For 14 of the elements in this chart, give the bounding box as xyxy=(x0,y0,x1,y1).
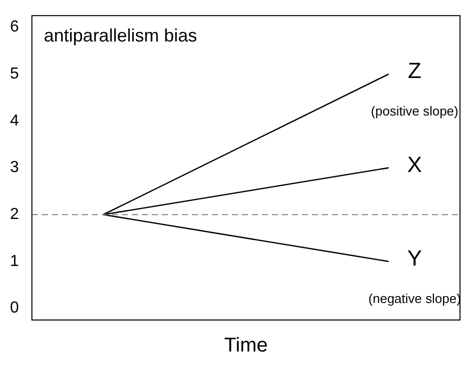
y-tick-label: 5 xyxy=(10,66,19,83)
annotation: (negative slope) xyxy=(368,291,461,306)
y-tick-label: 0 xyxy=(10,300,19,317)
y-tick-label: 4 xyxy=(10,112,19,130)
series-label: Y xyxy=(407,246,422,271)
annotation: (positive slope) xyxy=(370,104,458,119)
series-label: Z xyxy=(408,58,422,84)
y-tick-label: 3 xyxy=(10,159,19,176)
y-tick-label: 2 xyxy=(10,206,19,224)
y-tick-label: 1 xyxy=(10,252,19,270)
x-axis-title: Time xyxy=(224,334,268,357)
text: antiparallelism bias xyxy=(44,26,197,46)
y-tick-label: 6 xyxy=(10,18,19,36)
series-label: X xyxy=(407,152,422,177)
